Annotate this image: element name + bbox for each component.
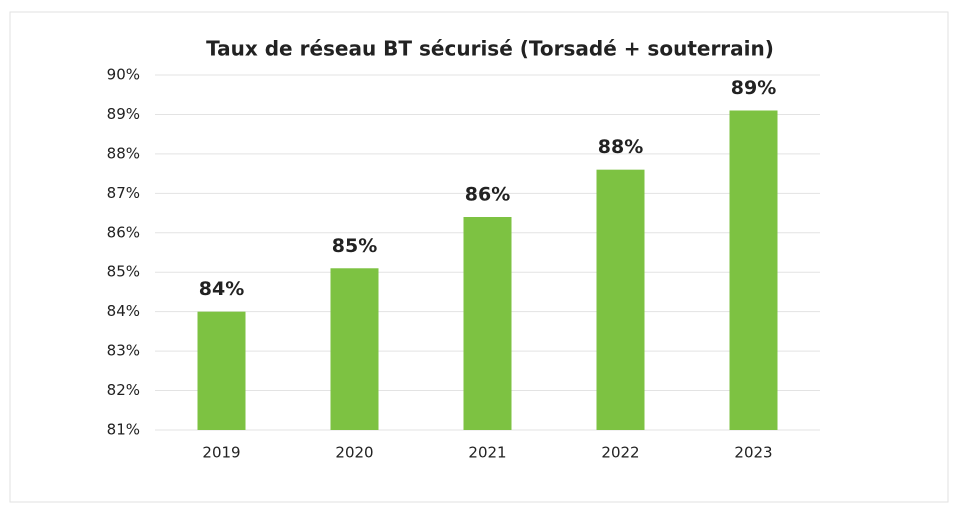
y-tick-label: 81% bbox=[107, 421, 140, 439]
chart-title: Taux de réseau BT sécurisé (Torsadé + so… bbox=[206, 37, 774, 61]
y-tick-label: 89% bbox=[107, 105, 140, 123]
x-tick-label: 2019 bbox=[202, 444, 240, 462]
bar bbox=[596, 169, 645, 430]
bar bbox=[463, 217, 512, 430]
value-label: 85% bbox=[332, 235, 377, 257]
y-tick-label: 87% bbox=[107, 184, 140, 202]
y-tick-label: 88% bbox=[107, 144, 140, 162]
x-tick-label: 2020 bbox=[335, 444, 373, 462]
y-tick-label: 82% bbox=[107, 381, 140, 399]
y-tick-label: 83% bbox=[107, 342, 140, 360]
value-label: 84% bbox=[199, 278, 244, 300]
value-label: 88% bbox=[598, 136, 643, 158]
x-tick-label: 2021 bbox=[468, 444, 506, 462]
y-tick-label: 90% bbox=[107, 66, 140, 84]
value-label: 86% bbox=[465, 184, 510, 206]
y-tick-label: 86% bbox=[107, 223, 140, 241]
bar bbox=[729, 110, 778, 430]
x-tick-label: 2022 bbox=[601, 444, 639, 462]
bar bbox=[330, 268, 379, 430]
x-tick-label: 2023 bbox=[734, 444, 772, 462]
y-tick-label: 84% bbox=[107, 302, 140, 320]
bar bbox=[197, 311, 246, 430]
value-label: 89% bbox=[731, 77, 776, 99]
y-tick-label: 85% bbox=[107, 263, 140, 281]
